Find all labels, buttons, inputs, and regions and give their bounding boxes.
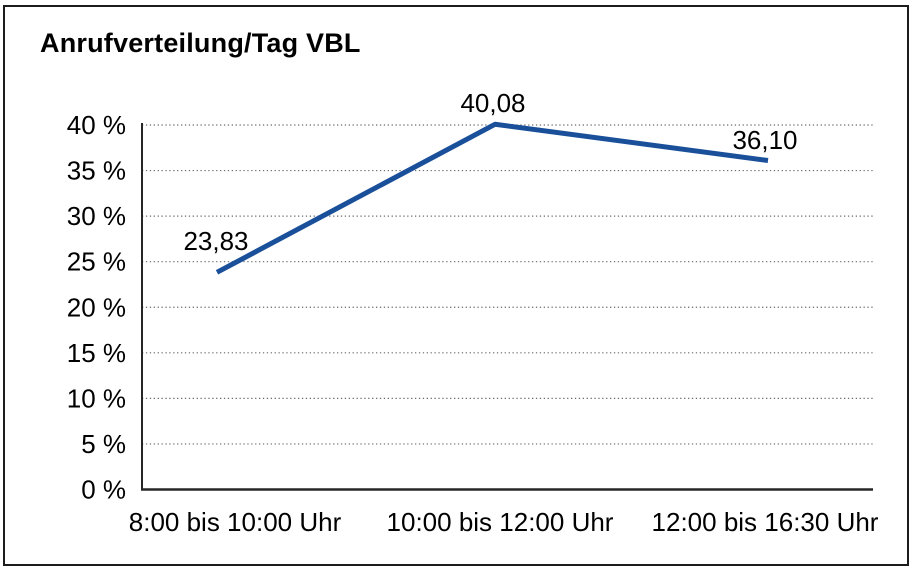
y-axis-tick-label: 5 % xyxy=(81,429,126,459)
y-axis-tick-label: 25 % xyxy=(67,247,126,277)
chart-title: Anrufverteilung/Tag VBL xyxy=(40,28,361,58)
y-axis-tick-label: 0 % xyxy=(81,475,126,505)
y-axis-tick-label: 10 % xyxy=(67,383,126,413)
y-axis-tick-label: 30 % xyxy=(67,201,126,231)
data-point-label: 36,10 xyxy=(732,125,797,155)
x-axis-category-label: 10:00 bis 12:00 Uhr xyxy=(387,507,614,537)
x-axis-category-label: 12:00 bis 16:30 Uhr xyxy=(652,507,879,537)
y-axis-tick-label: 40 % xyxy=(67,110,126,140)
y-axis-tick-label: 35 % xyxy=(67,156,126,186)
y-axis-tick-label: 20 % xyxy=(67,292,126,322)
data-line-series xyxy=(215,121,769,275)
data-point-label: 40,08 xyxy=(460,88,525,118)
y-axis-tick-label: 15 % xyxy=(67,338,126,368)
x-axis-category-label: 8:00 bis 10:00 Uhr xyxy=(129,507,342,537)
data-point-label: 23,83 xyxy=(183,226,248,256)
chart-frame xyxy=(3,5,909,566)
